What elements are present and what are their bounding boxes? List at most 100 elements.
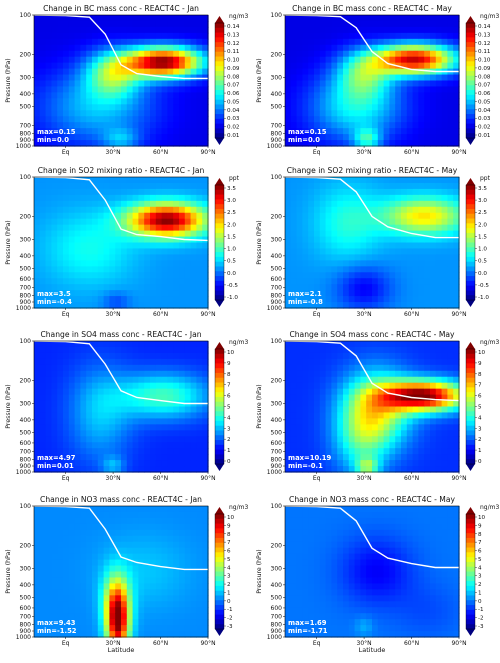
heatmap-cell bbox=[337, 194, 344, 202]
heatmap-cell bbox=[395, 177, 402, 184]
heatmap-cell bbox=[190, 290, 197, 297]
heatmap-cell bbox=[430, 44, 437, 52]
heatmap-cell bbox=[383, 230, 390, 238]
heatmap-cell bbox=[138, 613, 145, 620]
heatmap-cell bbox=[196, 302, 203, 309]
x-tick-label: 90°N bbox=[451, 311, 466, 318]
heatmap-cell bbox=[39, 535, 47, 543]
heatmap-cell bbox=[314, 122, 321, 129]
heatmap-cell bbox=[121, 559, 128, 567]
heatmap-cell bbox=[132, 565, 139, 573]
heatmap-cell bbox=[150, 517, 157, 525]
heatmap-cell bbox=[418, 412, 425, 419]
heatmap-cell bbox=[290, 194, 298, 202]
heatmap-cell bbox=[80, 406, 87, 414]
heatmap-cell bbox=[190, 194, 197, 202]
heatmap-cell bbox=[126, 418, 134, 425]
heatmap-cell bbox=[138, 200, 145, 208]
heatmap-cell bbox=[395, 80, 402, 88]
heatmap-cell bbox=[296, 44, 303, 52]
heatmap-cell bbox=[173, 406, 180, 414]
heatmap-cell bbox=[45, 92, 52, 99]
colorbar-segment bbox=[215, 252, 224, 258]
heatmap-cell bbox=[435, 224, 443, 232]
heatmap-cell bbox=[354, 341, 361, 348]
heatmap-cell bbox=[51, 454, 58, 461]
y-axis-label: Pressure (hPa) bbox=[5, 220, 12, 264]
heatmap-cell bbox=[354, 406, 361, 414]
heatmap-cell bbox=[97, 236, 105, 244]
heatmap-cell bbox=[314, 466, 321, 473]
heatmap-cell bbox=[435, 32, 443, 40]
heatmap-cell bbox=[97, 601, 105, 608]
heatmap-cell bbox=[45, 529, 52, 537]
heatmap-cell bbox=[348, 92, 356, 99]
heatmap-cell bbox=[103, 260, 110, 267]
heatmap-cell bbox=[74, 194, 81, 202]
heatmap-cell bbox=[45, 601, 52, 608]
heatmap-cell bbox=[115, 188, 122, 196]
heatmap-cell bbox=[103, 442, 110, 449]
colorbar-tick-label: 2 bbox=[227, 437, 231, 443]
heatmap-cell bbox=[325, 26, 332, 34]
heatmap-cell bbox=[63, 506, 70, 513]
heatmap-cell bbox=[126, 177, 134, 184]
heatmap-cell bbox=[296, 388, 303, 396]
colorbar-segment bbox=[215, 290, 224, 296]
y-tick-label: 100 bbox=[20, 338, 32, 345]
heatmap-cell bbox=[51, 436, 58, 443]
heatmap-cell bbox=[138, 86, 145, 93]
heatmap-cell bbox=[343, 68, 350, 76]
heatmap-cell bbox=[343, 302, 350, 309]
heatmap-cell bbox=[45, 224, 52, 232]
heatmap-cell bbox=[51, 20, 58, 28]
chart-title: Change in SO2 mixing ratio - REACT4C - J… bbox=[38, 166, 205, 175]
heatmap-cell bbox=[372, 442, 379, 449]
heatmap-cell bbox=[354, 140, 361, 147]
heatmap-cell bbox=[302, 116, 309, 123]
heatmap-cell bbox=[63, 541, 70, 549]
heatmap-cell bbox=[184, 248, 192, 255]
heatmap-cell bbox=[115, 296, 122, 303]
heatmap-cell bbox=[92, 595, 99, 602]
heatmap-cell bbox=[121, 38, 128, 46]
colorbar: ng/m30.140.130.120.110.100.090.080.070.0… bbox=[465, 13, 499, 145]
heatmap-cell bbox=[80, 517, 87, 525]
heatmap-cell bbox=[80, 619, 87, 626]
heatmap-cell bbox=[138, 382, 145, 390]
heatmap-cell bbox=[103, 517, 110, 525]
heatmap-cell bbox=[121, 128, 128, 135]
heatmap-cell bbox=[115, 290, 122, 297]
colorbar-segment bbox=[466, 213, 475, 220]
heatmap-cell bbox=[74, 26, 81, 34]
heatmap-cell bbox=[441, 74, 448, 82]
heatmap-cell bbox=[190, 412, 197, 419]
heatmap-cell bbox=[39, 296, 47, 303]
heatmap-cell bbox=[196, 20, 203, 28]
heatmap-cell bbox=[138, 547, 145, 555]
heatmap-cell bbox=[314, 224, 321, 232]
heatmap-cell bbox=[389, 116, 396, 123]
heatmap-cell bbox=[453, 430, 460, 437]
heatmap-cell bbox=[80, 194, 87, 202]
heatmap-cell bbox=[395, 218, 402, 226]
heatmap-cell bbox=[57, 32, 64, 40]
heatmap-cell bbox=[34, 188, 41, 196]
heatmap-cell bbox=[68, 547, 76, 555]
heatmap-cell bbox=[92, 424, 99, 431]
heatmap-cell bbox=[354, 206, 361, 214]
heatmap-cell bbox=[331, 364, 338, 372]
heatmap-cell bbox=[161, 601, 168, 608]
heatmap-cell bbox=[424, 296, 431, 303]
heatmap-cell bbox=[302, 200, 309, 208]
heatmap-cell bbox=[290, 358, 298, 366]
heatmap-cell bbox=[285, 200, 292, 208]
heatmap-cell bbox=[424, 430, 431, 437]
heatmap-cell bbox=[325, 302, 332, 309]
heatmap-cell bbox=[167, 50, 174, 58]
heatmap-cell bbox=[331, 177, 338, 184]
heatmap-cell bbox=[406, 218, 414, 226]
heatmap-cell bbox=[34, 236, 41, 244]
heatmap-cell bbox=[68, 15, 76, 22]
heatmap-cell bbox=[325, 110, 332, 117]
